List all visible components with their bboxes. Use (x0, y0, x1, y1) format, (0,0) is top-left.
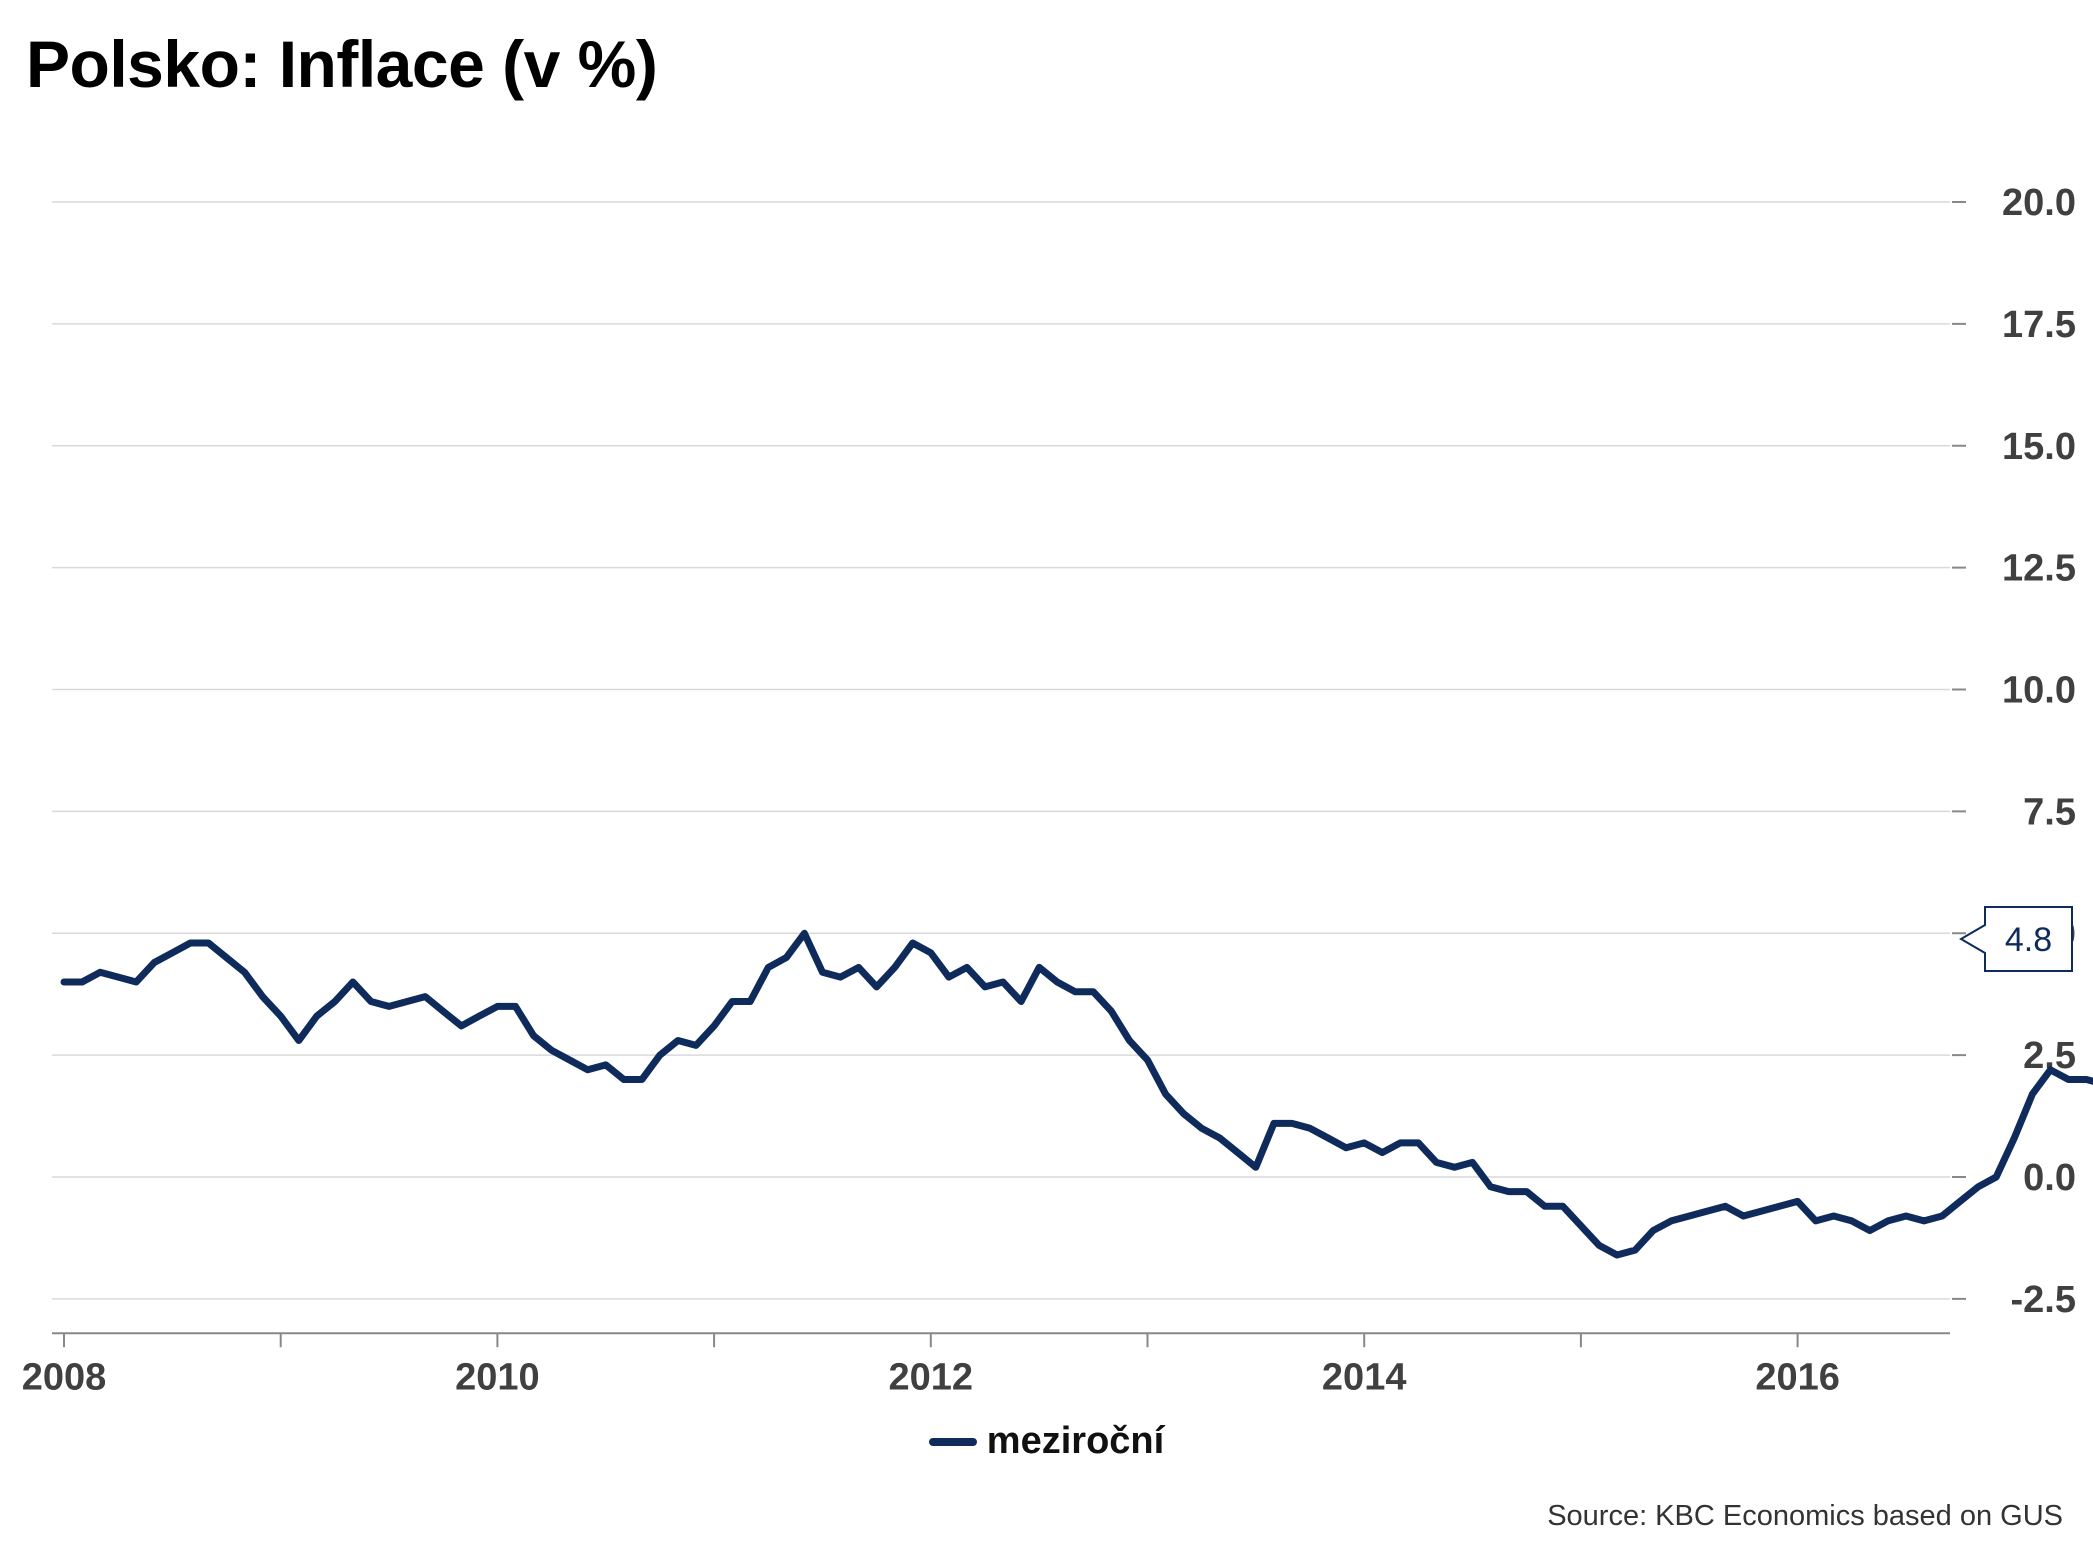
x-tick-label: 2016 (1755, 1356, 1840, 1398)
series-layer (60, 929, 2093, 1259)
y-tick-label: 20.0 (2002, 182, 2076, 224)
last-value-callout: 4.8 (1959, 906, 2073, 972)
x-tick-label: 2012 (889, 1356, 974, 1398)
y-tick-label: 0.0 (2023, 1157, 2076, 1199)
y-tick-label: 17.5 (2002, 304, 2076, 346)
source-note: Source: KBC Economics based on GUS (1547, 1500, 2063, 1532)
legend-item: meziroční (928, 1420, 1165, 1463)
chart-title: Polsko: Inflace (v %) (26, 27, 658, 101)
y-tick-label: 10.0 (2002, 670, 2076, 712)
series-line-meziroční (60, 929, 2093, 1259)
x-tick-label: 2014 (1322, 1356, 1407, 1398)
axes: -2.50.02.55.07.510.012.515.017.520.02008… (22, 182, 2076, 1398)
legend-line-swatch (928, 1437, 977, 1446)
legend-label: meziroční (986, 1420, 1165, 1462)
x-tick-label: 2008 (22, 1356, 107, 1398)
y-tick-label: 12.5 (2002, 548, 2076, 590)
last-value-box (1959, 906, 2073, 972)
grid-lines (52, 201, 1950, 1300)
legend: meziroční (0, 1420, 2093, 1463)
last-value-label: 4.8 (2005, 921, 2052, 959)
y-tick-label: 7.5 (2023, 791, 2076, 833)
x-tick-label: 2010 (455, 1356, 540, 1398)
y-tick-label: -2.5 (2011, 1279, 2076, 1321)
y-tick-label: 15.0 (2002, 426, 2076, 468)
